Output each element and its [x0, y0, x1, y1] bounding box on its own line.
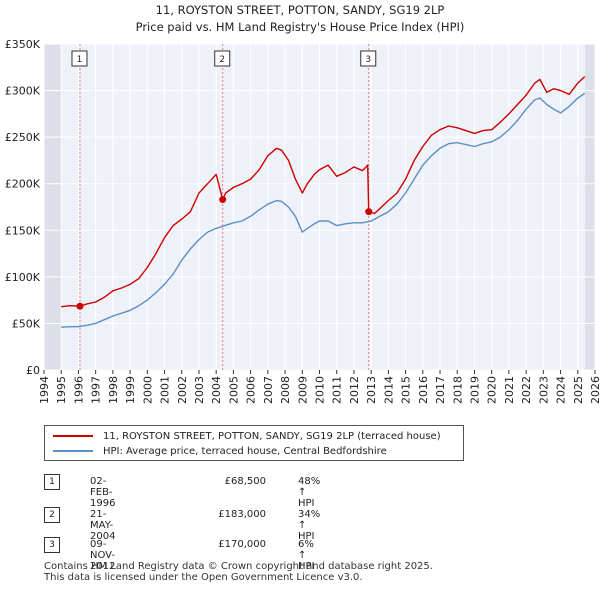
sale-label-text: 2 [219, 55, 225, 65]
hpi-line [61, 92, 586, 328]
legend-label-hpi: HPI: Average price, terraced house, Cent… [103, 445, 387, 457]
y-tick-label: £250K [5, 131, 41, 144]
legend: 11, ROYSTON STREET, POTTON, SANDY, SG19 … [44, 425, 464, 461]
x-tick-label: 2018 [451, 376, 464, 404]
x-axis: 1994 1995 1996 1997 1998 1999 2000 2001 2002 2003… [38, 370, 600, 404]
transaction-badge: 1 [44, 474, 60, 490]
x-tick-label: 1998 [107, 376, 120, 404]
chart-title: 11, ROYSTON STREET, POTTON, SANDY, SG19 … [156, 3, 445, 17]
x-tick-label: 2024 [555, 376, 568, 404]
x-tick-label: 2003 [193, 376, 206, 404]
footer-attribution: Contains HM Land Registry data © Crown c… [44, 561, 433, 583]
transaction-date: 02-FEB-1996 [90, 476, 116, 509]
x-tick-label: 1995 [55, 376, 68, 404]
hatch-left [44, 44, 61, 370]
sale-points [76, 196, 373, 310]
x-tick-label: 2023 [537, 376, 550, 404]
x-tick-label: 2026 [589, 376, 600, 404]
x-tick-label: 2022 [520, 376, 533, 404]
x-tick-label: 2001 [159, 376, 172, 404]
x-tick-label: 2006 [245, 376, 258, 404]
sale-label-box [360, 50, 377, 67]
x-tick-label: 2008 [279, 376, 292, 404]
x-tick-label: 2019 [468, 376, 481, 404]
x-tick-label: 1999 [124, 376, 137, 404]
x-tick-label: 2014 [382, 376, 395, 404]
x-tick-label: 1994 [38, 376, 51, 404]
x-tick-label: 2021 [503, 376, 516, 404]
transaction-date: 21-MAY-2004 [90, 509, 116, 542]
y-axis: £0 £50K £100K £150K £200K £250K £300K £350K [5, 38, 41, 377]
x-tick-label: 2010 [314, 376, 327, 404]
x-tick-label: 2016 [417, 376, 430, 404]
x-tick-label: 2011 [331, 376, 344, 404]
y-tick-label: £300K [5, 85, 41, 98]
sale-label-boxes: 1 2 3 [71, 50, 377, 67]
x-tick-label: 1996 [72, 376, 85, 404]
sale-label-box [71, 50, 88, 67]
sale-point [365, 208, 373, 216]
property-price-line [61, 76, 586, 308]
y-tick-label: £0 [26, 364, 40, 377]
legend-item-hpi: HPI: Average price, terraced house, Cent… [53, 444, 387, 458]
x-tick-label: 2002 [176, 376, 189, 404]
x-tick-label: 2025 [572, 376, 585, 404]
transaction-hpi: 34% ↑ HPI [298, 509, 321, 542]
x-tick-label: 2007 [262, 376, 275, 404]
y-tick-label: £50K [12, 317, 41, 330]
chart-subtitle: Price paid vs. HM Land Registry's House … [136, 20, 465, 34]
x-tick-label: 1997 [90, 376, 103, 404]
x-tick-label: 2012 [348, 376, 361, 404]
x-tick-label: 2009 [296, 376, 309, 404]
x-tick-label: 2004 [210, 376, 223, 404]
x-tick-label: 2020 [486, 376, 499, 404]
sale-point [76, 302, 84, 310]
y-tick-label: £200K [5, 178, 41, 191]
sale-point [219, 196, 227, 204]
transaction-date: 09-NOV-2012 [90, 539, 116, 572]
y-tick-label: £150K [5, 224, 41, 237]
x-tick-label: 2005 [227, 376, 240, 404]
x-tick-label: 2000 [141, 376, 154, 404]
transaction-hpi: 48% ↑ HPI [298, 476, 321, 509]
transaction-price: £170,000 [218, 539, 266, 550]
transaction-badge: 3 [44, 537, 60, 553]
legend-label-property: 11, ROYSTON STREET, POTTON, SANDY, SG19 … [103, 430, 441, 442]
grid-lines [43, 43, 596, 371]
footer-line-2: This data is licensed under the Open Gov… [44, 572, 363, 583]
y-tick-label: £350K [5, 38, 41, 51]
legend-item-property: 11, ROYSTON STREET, POTTON, SANDY, SG19 … [53, 429, 441, 443]
transaction-hpi: 6% ↑ HPI [298, 539, 315, 572]
sale-label-text: 3 [365, 55, 371, 65]
hatch-right [585, 44, 595, 370]
y-tick-label: £100K [5, 271, 41, 284]
transaction-badge: 2 [44, 507, 60, 523]
transaction-price: £183,000 [218, 509, 266, 520]
x-tick-label: 2017 [434, 376, 447, 404]
transaction-price: £68,500 [224, 476, 266, 487]
legend-swatch-hpi [53, 450, 93, 452]
price-chart: 11, ROYSTON STREET, POTTON, SANDY, SG19 … [5, 3, 600, 404]
sale-label-text: 1 [77, 55, 83, 65]
legend-swatch-property [53, 435, 93, 437]
sale-label-box [214, 50, 231, 67]
series-lines [61, 76, 586, 328]
x-tick-label: 2015 [400, 376, 413, 404]
footer-line-1: Contains HM Land Registry data © Crown c… [44, 561, 433, 572]
x-tick-label: 2013 [365, 376, 378, 404]
